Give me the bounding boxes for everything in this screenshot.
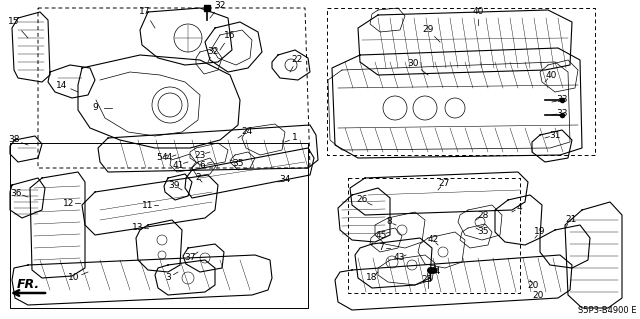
Text: 6: 6 — [199, 160, 205, 169]
Text: 10: 10 — [68, 273, 80, 283]
Text: 32: 32 — [214, 1, 226, 10]
Text: 43: 43 — [394, 254, 404, 263]
Text: 22: 22 — [291, 56, 303, 64]
Text: 9: 9 — [92, 103, 98, 113]
Text: 34: 34 — [429, 268, 441, 277]
Text: 30: 30 — [407, 58, 419, 68]
Text: 18: 18 — [366, 273, 378, 283]
Text: 20: 20 — [527, 280, 539, 290]
Text: 7: 7 — [378, 243, 384, 253]
Text: 23: 23 — [195, 151, 205, 160]
Text: 38: 38 — [8, 136, 20, 145]
Text: 15: 15 — [8, 18, 20, 26]
Text: 41: 41 — [172, 160, 184, 169]
Text: 24: 24 — [241, 128, 253, 137]
Text: 40: 40 — [472, 8, 484, 17]
Text: 21: 21 — [565, 216, 577, 225]
Text: 17: 17 — [140, 8, 151, 17]
Text: 20: 20 — [532, 291, 544, 300]
Text: 2: 2 — [195, 174, 201, 182]
Text: 42: 42 — [428, 235, 438, 244]
Text: 44: 44 — [161, 153, 173, 162]
Text: 37: 37 — [184, 254, 196, 263]
Text: 33: 33 — [556, 95, 568, 105]
Text: 40: 40 — [545, 70, 557, 79]
Text: S5P3-B4900 E: S5P3-B4900 E — [577, 306, 636, 315]
Text: 1: 1 — [292, 133, 298, 143]
Text: 35: 35 — [232, 159, 244, 167]
Text: 12: 12 — [63, 198, 75, 207]
Text: 13: 13 — [132, 224, 144, 233]
Text: 32: 32 — [207, 48, 219, 56]
Text: 5: 5 — [156, 153, 162, 162]
Text: 45: 45 — [375, 231, 387, 240]
Text: 33: 33 — [556, 108, 568, 117]
Text: 8: 8 — [386, 218, 392, 226]
Text: 34: 34 — [279, 175, 291, 184]
Text: 39: 39 — [168, 181, 180, 189]
Text: 31: 31 — [549, 130, 561, 139]
Text: 19: 19 — [534, 227, 546, 236]
Text: 25: 25 — [421, 276, 433, 285]
Text: 3: 3 — [165, 273, 171, 283]
Text: 11: 11 — [142, 201, 154, 210]
Text: 29: 29 — [422, 26, 434, 34]
Text: 35: 35 — [477, 227, 489, 236]
Text: FR.: FR. — [17, 278, 40, 292]
Text: 4: 4 — [516, 204, 522, 212]
Text: 14: 14 — [56, 80, 68, 90]
Text: 36: 36 — [10, 189, 22, 197]
Text: 28: 28 — [477, 211, 489, 219]
Text: 27: 27 — [438, 179, 450, 188]
Text: 16: 16 — [224, 31, 236, 40]
Text: 26: 26 — [356, 196, 368, 204]
